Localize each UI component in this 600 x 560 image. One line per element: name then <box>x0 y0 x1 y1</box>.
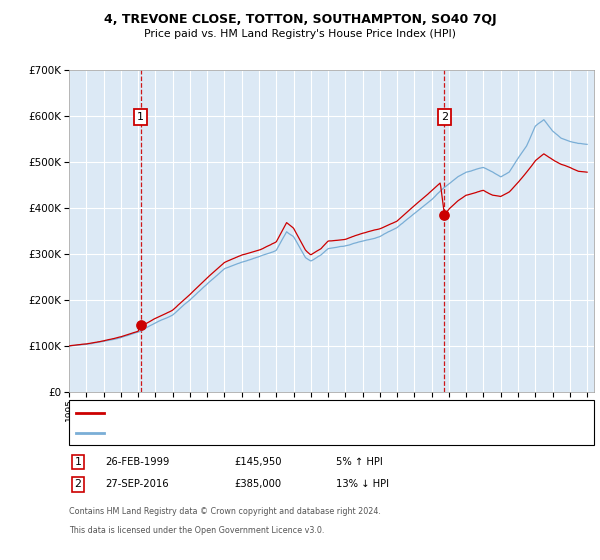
Text: Contains HM Land Registry data © Crown copyright and database right 2024.: Contains HM Land Registry data © Crown c… <box>69 507 381 516</box>
Text: £385,000: £385,000 <box>234 479 281 489</box>
Text: 26-FEB-1999: 26-FEB-1999 <box>105 457 169 467</box>
Text: Price paid vs. HM Land Registry's House Price Index (HPI): Price paid vs. HM Land Registry's House … <box>144 29 456 39</box>
Text: 13% ↓ HPI: 13% ↓ HPI <box>336 479 389 489</box>
Text: 27-SEP-2016: 27-SEP-2016 <box>105 479 169 489</box>
Text: 1: 1 <box>74 457 82 467</box>
Text: 5% ↑ HPI: 5% ↑ HPI <box>336 457 383 467</box>
Point <box>440 211 449 220</box>
Text: This data is licensed under the Open Government Licence v3.0.: This data is licensed under the Open Gov… <box>69 526 325 535</box>
Text: 4, TREVONE CLOSE, TOTTON, SOUTHAMPTON, SO40 7QJ: 4, TREVONE CLOSE, TOTTON, SOUTHAMPTON, S… <box>104 13 496 26</box>
Text: £145,950: £145,950 <box>234 457 281 467</box>
Text: 2: 2 <box>74 479 82 489</box>
Text: 2: 2 <box>441 111 448 122</box>
Text: HPI: Average price, detached house, New Forest: HPI: Average price, detached house, New … <box>109 428 337 437</box>
Text: 1: 1 <box>137 111 144 122</box>
Point <box>136 320 145 329</box>
Text: 4, TREVONE CLOSE, TOTTON, SOUTHAMPTON, SO40 7QJ (detached house): 4, TREVONE CLOSE, TOTTON, SOUTHAMPTON, S… <box>109 408 461 417</box>
